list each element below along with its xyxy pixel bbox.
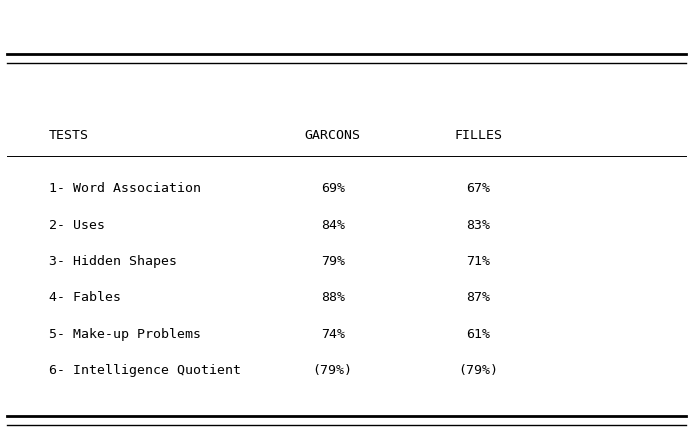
Text: 1- Word Association: 1- Word Association: [49, 182, 200, 195]
Text: (79%): (79%): [458, 364, 498, 377]
Text: 61%: 61%: [466, 328, 490, 341]
Text: 5- Make-up Problems: 5- Make-up Problems: [49, 328, 200, 341]
Text: 71%: 71%: [466, 255, 490, 268]
Text: 79%: 79%: [321, 255, 344, 268]
Text: 84%: 84%: [321, 218, 344, 232]
Text: (79%): (79%): [313, 364, 353, 377]
Text: GARCONS: GARCONS: [305, 129, 360, 142]
Text: 6- Intelligence Quotient: 6- Intelligence Quotient: [49, 364, 240, 377]
Text: 2- Uses: 2- Uses: [49, 218, 105, 232]
Text: 87%: 87%: [466, 291, 490, 305]
Text: 67%: 67%: [466, 182, 490, 195]
Text: 88%: 88%: [321, 291, 344, 305]
Text: FILLES: FILLES: [454, 129, 502, 142]
Text: 74%: 74%: [321, 328, 344, 341]
Text: 69%: 69%: [321, 182, 344, 195]
Text: TESTS: TESTS: [49, 129, 89, 142]
Text: 4- Fables: 4- Fables: [49, 291, 121, 305]
Text: 3- Hidden Shapes: 3- Hidden Shapes: [49, 255, 177, 268]
Text: 83%: 83%: [466, 218, 490, 232]
